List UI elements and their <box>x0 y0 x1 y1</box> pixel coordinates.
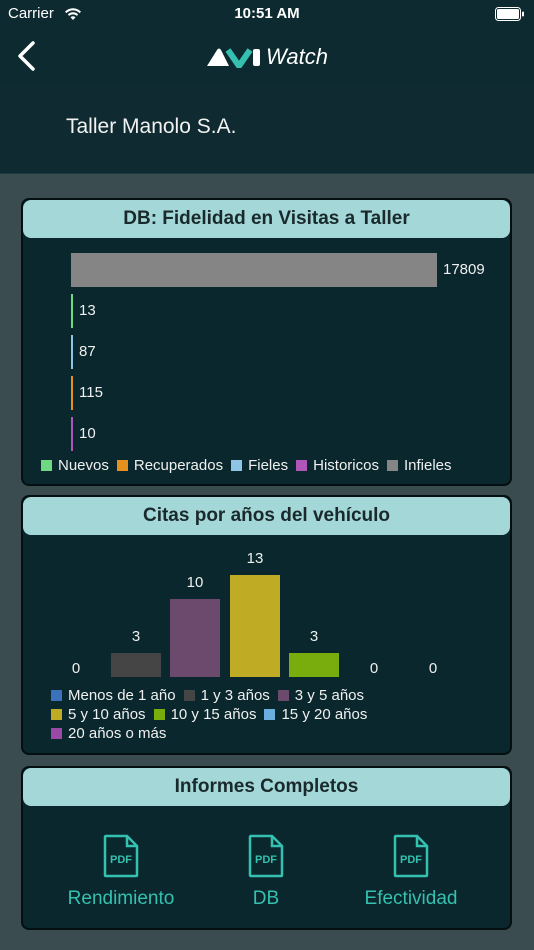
battery-icon <box>495 7 524 21</box>
fidelity-chart-title: DB: Fidelidad en Visitas a Taller <box>23 200 510 238</box>
bar-10-y-15-anos <box>289 653 339 677</box>
bar-historicos <box>71 417 73 451</box>
bar-5-y-10-anos <box>230 575 280 677</box>
bar-value-recuperados: 115 <box>79 384 103 401</box>
report-rendimiento[interactable]: PDF Rendimiento <box>46 834 196 910</box>
logo-text: Watch <box>266 44 328 69</box>
legend-item-20-anos-o-mas: 20 años o más <box>51 724 166 743</box>
legend-label: Historicos <box>313 457 379 474</box>
bar-fieles <box>71 335 73 369</box>
vehicle-age-legend: Menos de 1 año 1 y 3 años 3 y 5 años 5 y 10… <box>51 686 451 743</box>
navigation-bar: Watch <box>0 30 534 84</box>
status-bar: Carrier 10:51 AM <box>0 0 534 30</box>
legend-swatch <box>51 728 62 739</box>
legend-swatch <box>41 460 52 471</box>
report-label[interactable]: Efectividad <box>364 888 458 909</box>
bar-value-menos-de-1-ano: 0 <box>71 660 81 677</box>
bar-recuperados <box>71 376 73 410</box>
bar-value-3-y-5-anos: 10 <box>186 574 204 591</box>
legend-item-15-y-20-anos: 15 y 20 años <box>264 705 367 724</box>
back-chevron-icon[interactable] <box>10 38 46 74</box>
svg-text:PDF: PDF <box>110 854 132 866</box>
fidelity-legend: Nuevos Recuperados Fieles Historicos Infiele… <box>41 457 510 474</box>
bar-value-historicos: 10 <box>79 425 96 442</box>
legend-swatch <box>264 709 276 720</box>
legend-item-menos-de-1-ano: Menos de 1 año <box>51 686 176 705</box>
clock: 10:51 AM <box>234 5 300 22</box>
legend-swatch <box>386 460 398 471</box>
legend-swatch <box>231 460 243 471</box>
bar-nuevos <box>71 294 73 328</box>
app-logo: Watch <box>206 42 328 72</box>
report-label[interactable]: Rendimiento <box>67 888 175 909</box>
reports-title: Informes Completos <box>23 768 510 806</box>
bar-value-1-y-3-anos: 3 <box>131 628 141 645</box>
legend-label: 3 y 5 años <box>294 687 365 704</box>
report-db[interactable]: PDF DB <box>191 834 341 910</box>
legend-item-recuperados: Recuperados <box>116 457 224 474</box>
bar-value-5-y-10-anos: 13 <box>246 550 264 567</box>
legend-item-fieles: Fieles <box>231 457 288 474</box>
bar-3-y-5-anos <box>170 599 220 677</box>
bar-value-15-y-20-anos: 0 <box>369 660 379 677</box>
legend-item-1-y-3-anos: 1 y 3 años <box>183 686 270 705</box>
bar-infieles <box>71 253 437 287</box>
svg-text:PDF: PDF <box>255 854 277 866</box>
legend-label: Recuperados <box>133 457 224 474</box>
workshop-name: Taller Manolo S.A. <box>66 115 237 138</box>
legend-label: 5 y 10 años <box>68 706 146 723</box>
legend-swatch <box>116 460 128 471</box>
bar-value-infieles: 17809 <box>443 261 485 278</box>
bar-value-20-anos-o-mas: 0 <box>428 660 438 677</box>
logo-mark-icon <box>207 48 260 68</box>
legend-label: 20 años o más <box>68 725 167 742</box>
svg-text:PDF: PDF <box>400 854 422 866</box>
legend-label: 10 y 15 años <box>170 706 257 723</box>
wifi-icon <box>65 8 81 20</box>
legend-item-10-y-15-anos: 10 y 15 años <box>153 705 257 724</box>
legend-item-3-y-5-anos: 3 y 5 años <box>277 686 365 705</box>
report-efectividad[interactable]: PDF Efectividad <box>336 834 486 910</box>
legend-label: 15 y 20 años <box>281 706 368 723</box>
legend-swatch <box>51 690 62 701</box>
bar-1-y-3-anos <box>111 653 161 677</box>
bar-value-nuevos: 13 <box>79 302 96 319</box>
legend-swatch <box>277 690 289 701</box>
legend-item-nuevos: Nuevos <box>41 457 109 474</box>
fidelity-bar-chart: 17809 13 87 115 10 <box>23 240 510 451</box>
legend-label: Fieles <box>248 457 289 474</box>
vehicle-age-chart-card: Citas por años del vehículo 0 3 10 13 3 0 0 Me… <box>21 495 512 755</box>
legend-swatch <box>153 709 165 720</box>
fidelity-chart-card: DB: Fidelidad en Visitas a Taller 17809 1… <box>21 198 512 486</box>
legend-swatch <box>51 709 62 720</box>
pdf-icon: PDF <box>393 834 429 878</box>
legend-item-historicos: Historicos <box>296 457 379 474</box>
legend-label: Infieles <box>403 457 452 474</box>
legend-swatch <box>296 460 308 471</box>
bar-value-10-y-15-anos: 3 <box>309 628 319 645</box>
pdf-icon: PDF <box>103 834 139 878</box>
legend-label: Nuevos <box>58 457 109 474</box>
legend-item-infieles: Infieles <box>386 457 452 474</box>
vehicle-age-chart-title: Citas por años del vehículo <box>23 497 510 535</box>
carrier-label: Carrier <box>8 5 54 22</box>
legend-label: 1 y 3 años <box>200 687 270 704</box>
legend-item-5-y-10-anos: 5 y 10 años <box>51 705 146 724</box>
vehicle-age-bar-chart: 0 3 10 13 3 0 0 <box>23 550 510 677</box>
legend-swatch <box>183 690 195 701</box>
pdf-icon: PDF <box>248 834 284 878</box>
report-label[interactable]: DB <box>252 888 280 909</box>
reports-card: Informes Completos PDF Rendimiento PDF DB PD… <box>21 766 512 930</box>
legend-label: Menos de 1 año <box>68 687 176 704</box>
bar-value-fieles: 87 <box>79 343 96 360</box>
workshop-header: Taller Manolo S.A. <box>0 84 534 174</box>
